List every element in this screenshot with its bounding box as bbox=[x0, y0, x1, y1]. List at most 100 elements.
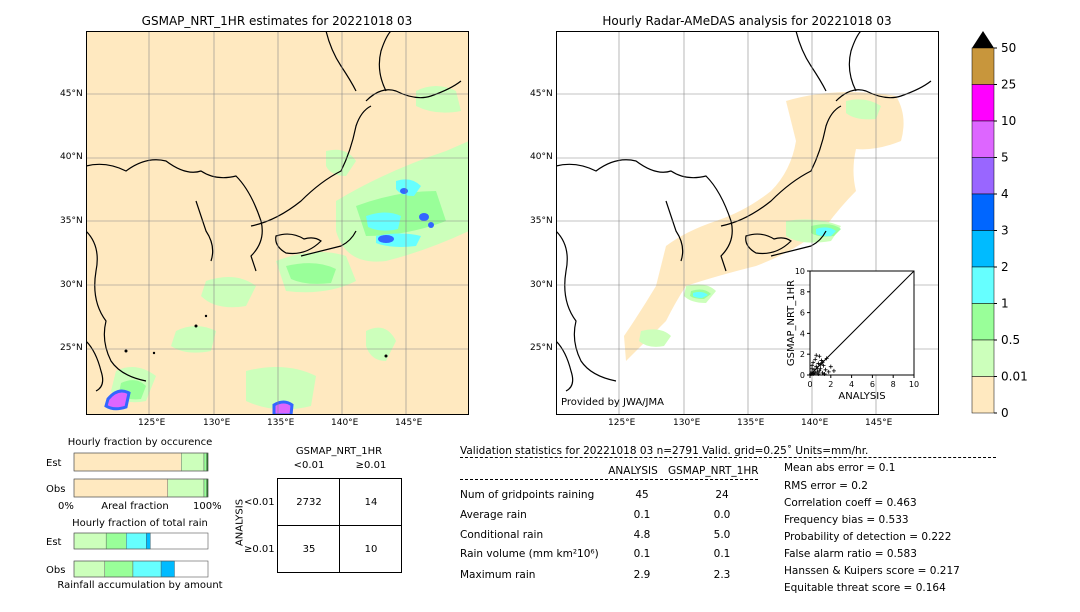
score-5: False alarm ratio = 0.583 bbox=[784, 548, 917, 560]
right-lon-label-135: 135°E bbox=[737, 418, 765, 428]
left-lat-label-25: 25°N bbox=[60, 343, 83, 353]
right-lat-label-45: 45°N bbox=[530, 89, 553, 99]
colorbar-segment bbox=[971, 157, 995, 195]
occurence-tick-0: 0% bbox=[58, 501, 74, 512]
scatter-xtick-label: 0 bbox=[807, 380, 812, 389]
colorbar-label: 0 bbox=[1001, 406, 1009, 420]
right-coastline bbox=[556, 31, 932, 392]
colorbar: 50 25 10 5 4 3 2 1 0.5 0.01 0 bbox=[971, 31, 1028, 420]
scatter-ytick-label: 0 bbox=[800, 371, 805, 380]
contingency-cell-10: 35 bbox=[302, 544, 316, 555]
scatter-point bbox=[811, 360, 816, 365]
left-islands bbox=[124, 314, 388, 358]
scatter-xtick-label: 2 bbox=[828, 380, 833, 389]
validation-col-analysis: ANALYSIS bbox=[608, 465, 658, 477]
scatter-point bbox=[812, 370, 817, 375]
score-2: Correlation coeff = 0.463 bbox=[784, 497, 917, 509]
scatter-point bbox=[815, 366, 820, 371]
left-lat-label-40: 40°N bbox=[60, 152, 83, 162]
occurence-xlabel: Areal fraction bbox=[101, 501, 169, 512]
colorbar-label: 10 bbox=[1001, 114, 1016, 128]
scatter-diagonal bbox=[809, 270, 915, 376]
scatter-ytick-label: 2 bbox=[800, 350, 805, 359]
scatter-point bbox=[820, 360, 825, 365]
right-lon-label-125: 125°E bbox=[608, 418, 636, 428]
bar-category-label: Obs bbox=[46, 484, 65, 495]
validation-rule bbox=[460, 457, 996, 458]
bar-segment bbox=[73, 532, 107, 550]
right-grid bbox=[556, 31, 939, 415]
scatter-point bbox=[823, 367, 828, 372]
bar-frame bbox=[73, 532, 209, 550]
colorbar-segment bbox=[971, 47, 995, 85]
scatter-point bbox=[818, 362, 823, 367]
left-map bbox=[86, 31, 469, 415]
scatter-point bbox=[816, 361, 821, 366]
colorbar-label: 0.01 bbox=[1001, 370, 1028, 384]
contingency-col-0: <0.01 bbox=[293, 460, 325, 471]
left-lon-label-125: 125°E bbox=[138, 418, 166, 428]
stat-label-4: Maximum rain bbox=[460, 569, 536, 581]
bar-category-label: Obs bbox=[46, 565, 65, 576]
contingency-cell-11: 10 bbox=[364, 544, 378, 555]
score-4: Probability of detection = 0.222 bbox=[784, 531, 952, 543]
stat-a-1: 0.1 bbox=[633, 509, 651, 521]
bar-segment bbox=[146, 532, 151, 550]
colorbar-segment bbox=[971, 120, 995, 158]
stat-a-0: 45 bbox=[635, 489, 649, 501]
scatter-point bbox=[810, 366, 815, 371]
radar-credit: Provided by JWA/JMA bbox=[561, 397, 664, 408]
colorbar-extend-arrow bbox=[972, 31, 994, 48]
colorbar-segment bbox=[971, 303, 995, 341]
scatter-xtick-label: 4 bbox=[849, 380, 854, 389]
scatter-point bbox=[817, 368, 822, 373]
scatter-point bbox=[819, 358, 824, 363]
scatter-points bbox=[809, 353, 836, 376]
left-coastline bbox=[86, 31, 462, 392]
left-lat-label-45: 45°N bbox=[60, 89, 83, 99]
colorbar-label: 3 bbox=[1001, 224, 1009, 238]
scatter-point bbox=[814, 353, 819, 358]
right-lat-label-35: 35°N bbox=[530, 216, 553, 226]
colorbar-label: 50 bbox=[1001, 41, 1016, 55]
scatter-ytick-label: 6 bbox=[800, 309, 805, 318]
right-map-title: Hourly Radar-AMeDAS analysis for 2022101… bbox=[602, 14, 892, 28]
scatter-point bbox=[831, 368, 836, 373]
left-lon-label-130: 130°E bbox=[203, 418, 231, 428]
bar-segment bbox=[132, 560, 162, 578]
contingency-cell-01: 14 bbox=[364, 497, 378, 508]
colorbar-segment bbox=[971, 339, 995, 377]
scatter-xtick-label: 6 bbox=[870, 380, 875, 389]
stat-b-0: 24 bbox=[715, 489, 729, 501]
colorbar-segment bbox=[971, 230, 995, 268]
stat-label-0: Num of gridpoints raining bbox=[460, 489, 595, 501]
bar-segment bbox=[126, 532, 147, 550]
left-lon-label-145: 145°E bbox=[395, 418, 423, 428]
score-0: Mean abs error = 0.1 bbox=[784, 462, 896, 474]
bar-segment bbox=[104, 560, 134, 578]
stat-a-2: 4.8 bbox=[633, 529, 651, 541]
bar-segment bbox=[160, 560, 175, 578]
scatter-point bbox=[816, 371, 821, 376]
contingency-title: GSMAP_NRT_1HR bbox=[295, 446, 383, 457]
bar-frame bbox=[73, 452, 209, 472]
colorbar-segment bbox=[971, 376, 995, 414]
scatter-point bbox=[820, 370, 825, 375]
colorbar-label: 4 bbox=[1001, 187, 1009, 201]
stat-label-3: Rain volume (mm km²10⁶) bbox=[460, 548, 599, 560]
colorbar-segment bbox=[971, 193, 995, 231]
inset-scatter: 0 2 4 6 8 10 0 2 4 6 8 10 ANALYSIS GSMAP_NRT_1HR bbox=[786, 267, 919, 402]
bar-segment bbox=[73, 452, 182, 472]
bar-segment bbox=[203, 452, 207, 472]
scatter-point bbox=[824, 356, 829, 361]
right-lat-label-40: 40°N bbox=[530, 152, 553, 162]
colorbar-label: 0.5 bbox=[1001, 333, 1020, 347]
contingency-row-0: <0.01 bbox=[244, 497, 275, 508]
scatter-yticks: 0 2 4 6 8 10 bbox=[795, 267, 810, 380]
scatter-xtick-label: 8 bbox=[891, 380, 896, 389]
validation-col-rule bbox=[460, 479, 758, 480]
scatter-point bbox=[822, 371, 827, 376]
left-map-title: GSMAP_NRT_1HR estimates for 20221018 03 bbox=[141, 14, 413, 28]
colorbar-labels: 50 25 10 5 4 3 2 1 0.5 0.01 0 bbox=[994, 41, 1028, 420]
scatter-point bbox=[814, 364, 819, 369]
